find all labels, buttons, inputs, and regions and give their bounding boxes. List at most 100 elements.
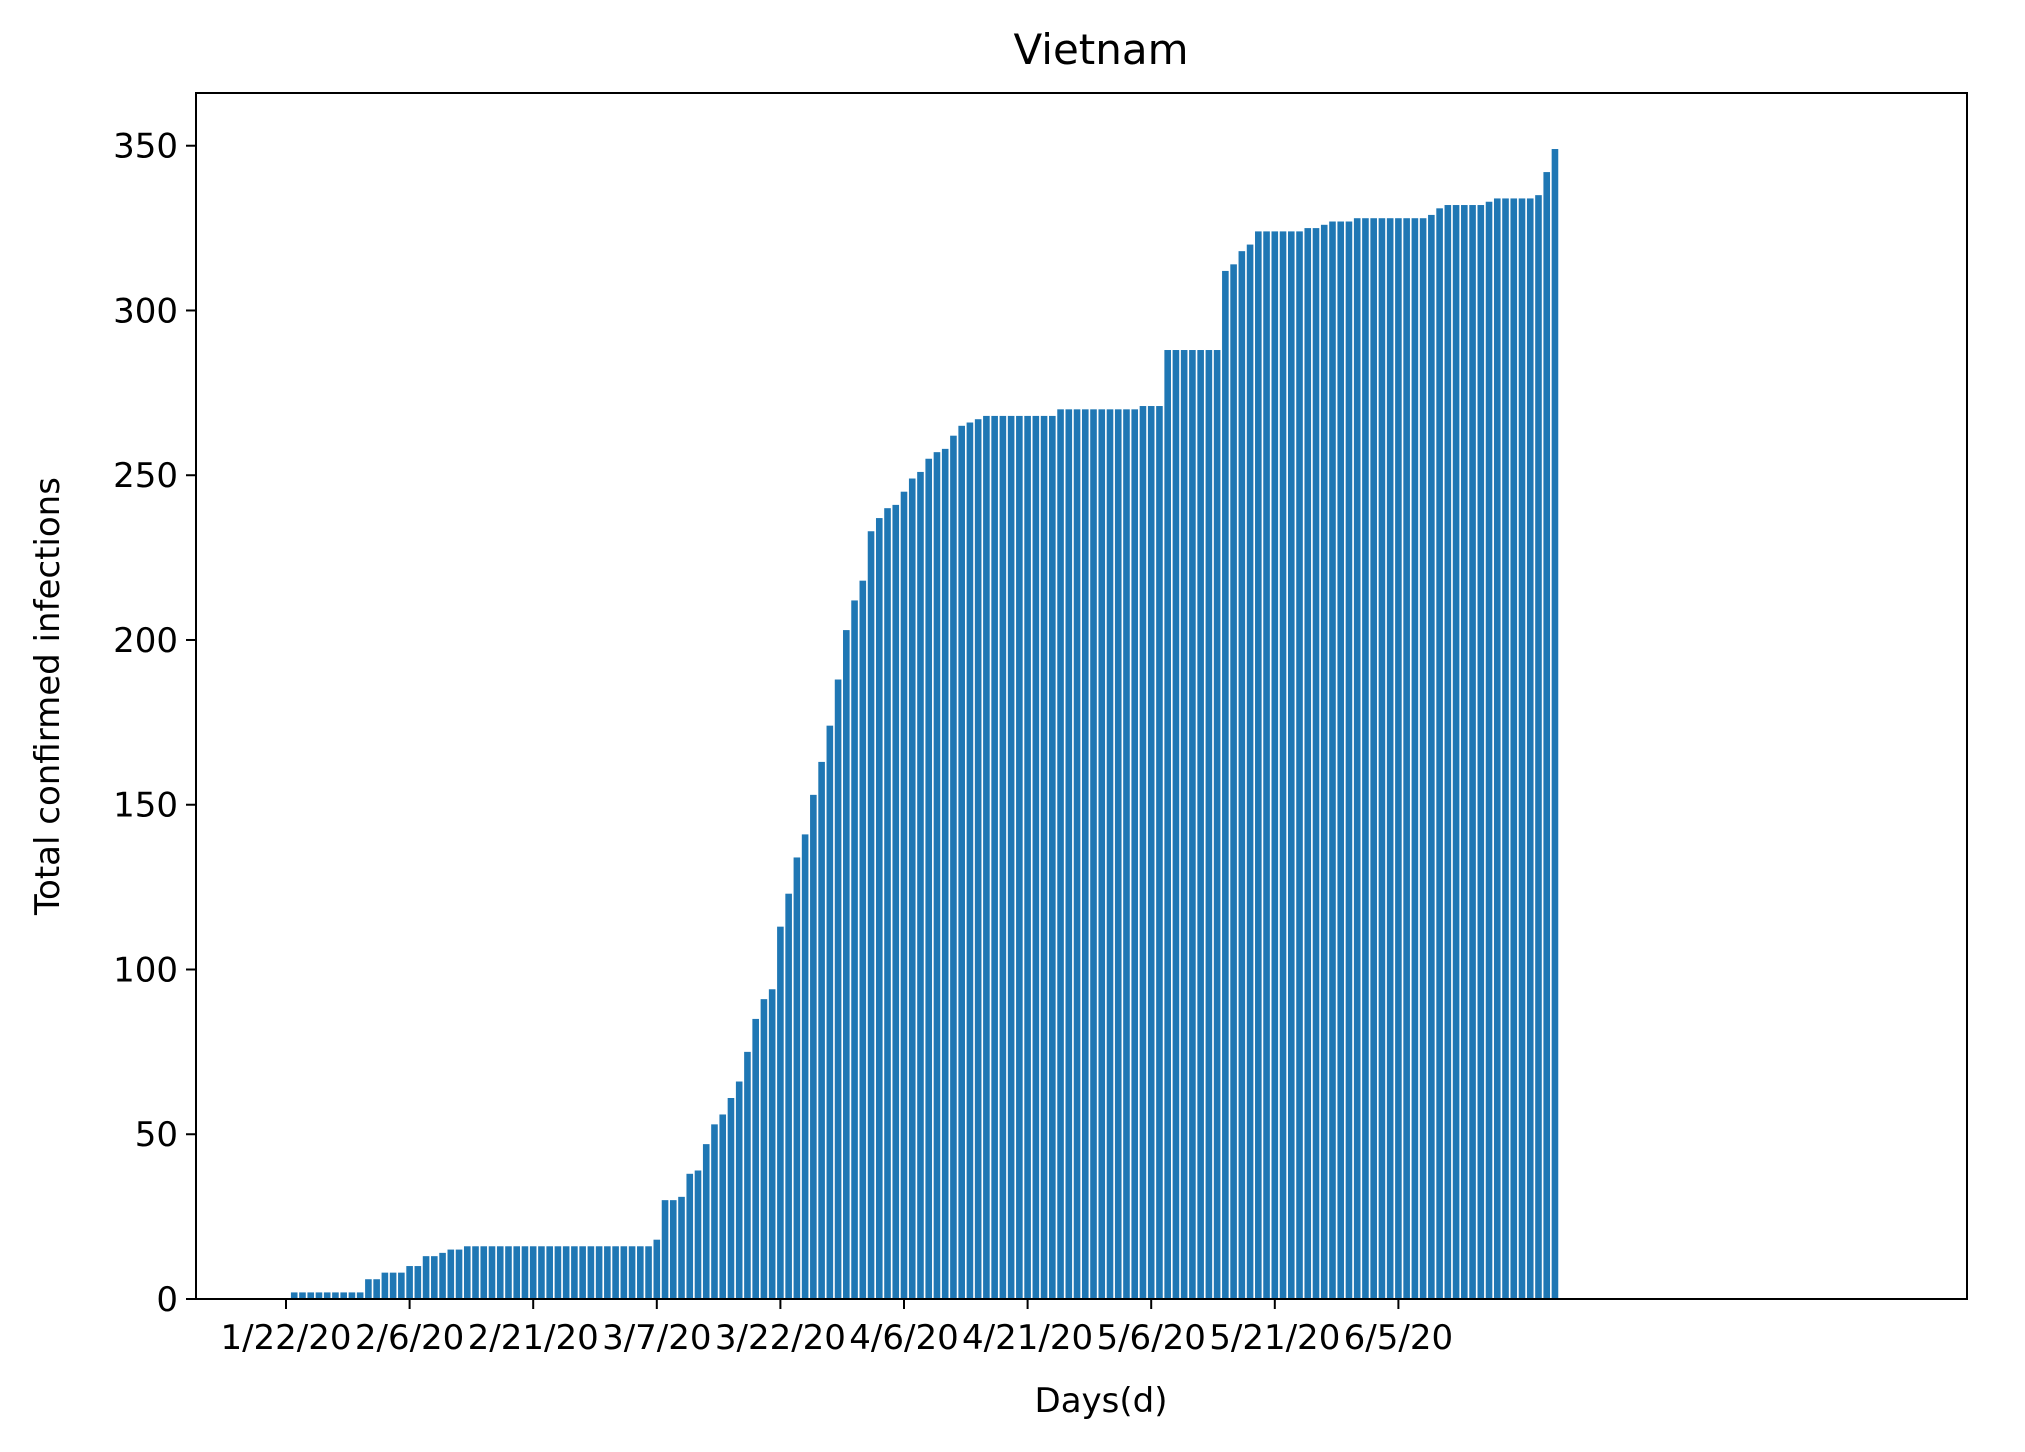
y-tick-label: 100 [113,950,178,990]
bar-day-68 [834,679,842,1299]
bar-day-141 [1436,208,1443,1300]
bar-day-130 [1345,221,1353,1299]
bar-day-62 [785,893,792,1299]
bar-day-111 [1189,350,1196,1299]
y-tick-label: 200 [113,621,178,661]
bar-day-138 [1411,218,1419,1300]
bar-day-38 [587,1246,595,1299]
bar-day-31 [529,1246,537,1299]
bar-day-45 [645,1246,652,1299]
x-tick-label: 2/6/20 [355,1318,464,1358]
bar-day-3 [299,1292,306,1299]
bar-day-96 [1065,409,1073,1300]
bar-day-144 [1461,205,1468,1299]
bar-day-37 [579,1246,586,1299]
bar-day-88 [999,415,1007,1299]
x-axis-title: Days(d) [1035,1381,1168,1421]
bar-day-5 [315,1292,323,1299]
bar-day-120 [1263,231,1270,1299]
x-tick-label: 6/5/20 [1344,1318,1453,1358]
bar-day-113 [1205,350,1213,1299]
bar-day-60 [768,989,776,1299]
bar-day-66 [818,761,825,1299]
bar-day-65 [810,794,817,1299]
bar-day-9 [348,1292,356,1299]
bars [290,149,1559,1300]
y-tick-label: 250 [113,456,178,496]
bar-day-84 [966,422,974,1299]
bar-day-105 [1139,406,1147,1299]
bar-day-81 [941,448,949,1299]
bar-day-126 [1312,228,1320,1300]
bar-day-148 [1493,198,1501,1300]
bar-day-79 [925,458,933,1299]
bar-day-90 [1016,415,1023,1299]
bar-day-14 [389,1272,397,1299]
y-tick-label: 0 [156,1280,178,1320]
bar-day-36 [571,1246,578,1299]
bar-day-6 [323,1292,331,1299]
bar-day-49 [678,1196,685,1299]
bar-day-131 [1353,218,1361,1300]
bar-day-42 [620,1246,628,1299]
x-tick-label: 1/22/20 [220,1318,351,1358]
plot-area-frame [195,92,1968,1300]
bar-day-32 [538,1246,545,1299]
bar-day-119 [1255,231,1262,1299]
y-tick-label: 350 [113,127,178,167]
bar-day-24 [472,1246,479,1299]
bar-day-145 [1469,205,1476,1299]
bar-day-140 [1428,214,1435,1299]
bar-day-124 [1296,231,1303,1299]
bar-day-95 [1057,409,1064,1300]
bar-day-63 [793,857,801,1299]
chart-title: Vietnam [1013,25,1188,74]
bar-day-139 [1419,218,1427,1300]
bar-day-94 [1049,415,1056,1299]
bar-day-142 [1444,205,1452,1299]
bar-day-27 [496,1246,504,1299]
bar-day-2 [290,1292,298,1299]
bar-day-52 [702,1144,710,1299]
y-tick-label: 300 [113,291,178,331]
bar-day-71 [859,580,867,1299]
bar-day-123 [1287,231,1295,1299]
bar-day-100 [1098,409,1106,1300]
x-tick-label: 3/7/20 [602,1318,711,1358]
y-axis-title: Total confirmed infections [28,477,68,916]
bar-day-147 [1485,201,1493,1300]
y-tick-label: 150 [113,786,178,826]
bar-day-57 [744,1051,751,1299]
bar-day-154 [1543,172,1551,1300]
x-tick-label: 5/6/20 [1096,1318,1205,1358]
bar-day-152 [1526,198,1534,1300]
bar-day-69 [843,630,850,1299]
bar-day-55 [727,1098,735,1299]
bar-day-20 [439,1252,446,1299]
bar-day-80 [933,452,941,1299]
bar-day-23 [463,1246,471,1299]
x-tick-label: 2/21/20 [468,1318,599,1358]
bar-day-74 [884,508,891,1299]
bar-day-12 [373,1279,380,1299]
bar-day-104 [1131,409,1139,1300]
bar-day-77 [908,478,916,1299]
bar-day-78 [917,471,924,1299]
bar-day-29 [513,1246,521,1299]
bar-day-98 [1081,409,1089,1300]
bar-day-112 [1197,350,1204,1299]
bar-day-125 [1304,228,1312,1300]
bar-day-117 [1238,251,1246,1299]
bar-day-46 [653,1239,661,1299]
bar-day-97 [1073,409,1081,1300]
bar-day-30 [521,1246,529,1299]
bar-day-26 [488,1246,496,1299]
bar-day-149 [1502,198,1509,1300]
bar-day-8 [340,1292,347,1299]
bar-day-101 [1106,409,1114,1300]
bar-day-43 [628,1246,636,1299]
bar-day-129 [1337,221,1345,1299]
bar-day-135 [1386,218,1394,1300]
bar-day-87 [991,415,998,1299]
bar-day-86 [983,415,990,1299]
